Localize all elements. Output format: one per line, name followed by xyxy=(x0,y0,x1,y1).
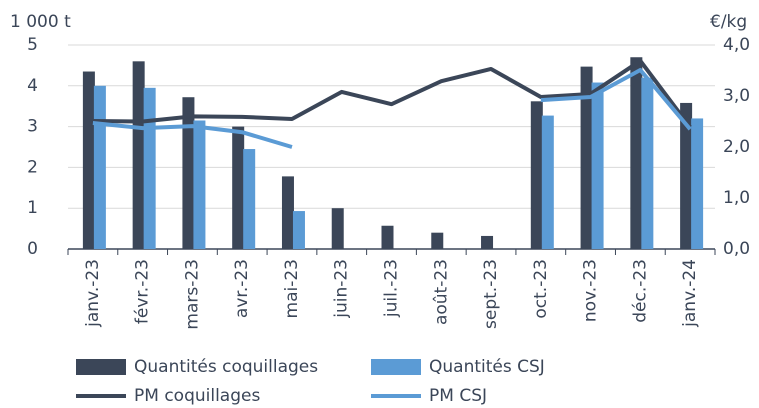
bar xyxy=(541,115,554,249)
y-axis-label: 1 000 t xyxy=(10,12,71,32)
x-tick-label: mars-23 xyxy=(182,259,202,330)
bar xyxy=(182,97,195,249)
bar xyxy=(630,57,643,249)
bar xyxy=(481,235,494,249)
bar xyxy=(93,85,106,249)
bar xyxy=(281,176,294,249)
bar xyxy=(132,61,145,249)
y2-tick-label: 0,0 xyxy=(723,239,750,259)
x-tick-label: août-23 xyxy=(431,259,451,325)
bar xyxy=(431,232,444,249)
legend-swatch xyxy=(76,359,126,375)
x-tick-label: juin-23 xyxy=(332,259,352,319)
bar xyxy=(641,77,654,249)
legend-label: Quantités CSJ xyxy=(429,357,545,377)
y-tick-label: 5 xyxy=(27,35,38,55)
bar xyxy=(243,149,256,249)
y-tick-label: 0 xyxy=(27,239,38,259)
x-tick-label: févr.-23 xyxy=(133,259,153,324)
bar xyxy=(331,208,344,249)
line xyxy=(92,67,692,149)
y-tick-label: 4 xyxy=(27,76,38,96)
bar xyxy=(381,225,394,249)
bar xyxy=(691,118,704,249)
bar xyxy=(143,87,156,249)
legend-label: Quantités coquillages xyxy=(134,357,318,377)
line xyxy=(92,58,692,129)
y2-axis-label: €/kg xyxy=(710,12,747,32)
x-tick-label: nov.-23 xyxy=(581,259,601,322)
y2-tick-label: 2,0 xyxy=(723,137,750,157)
x-tick-label: mai-23 xyxy=(282,259,302,318)
x-tick-label: janv.-23 xyxy=(83,259,103,328)
bar xyxy=(82,71,95,250)
y-tick-label: 1 xyxy=(27,198,38,218)
bar xyxy=(580,66,593,250)
y2-tick-label: 1,0 xyxy=(723,188,750,208)
bar xyxy=(232,126,245,249)
y2-tick-label: 3,0 xyxy=(723,86,750,106)
y-tick-label: 2 xyxy=(27,157,38,177)
x-tick-label: sept.-23 xyxy=(481,259,501,329)
x-tick-label: juil.-23 xyxy=(382,259,402,318)
legend-swatch xyxy=(371,359,421,375)
x-tick-label: déc.-23 xyxy=(630,259,650,323)
bar xyxy=(530,101,543,249)
bar xyxy=(292,211,305,249)
x-tick-label: oct.-23 xyxy=(531,259,551,319)
bar xyxy=(680,102,693,249)
bar xyxy=(591,82,604,249)
bar xyxy=(193,120,206,249)
x-tick-label: avr.-23 xyxy=(232,259,252,318)
y-tick-label: 3 xyxy=(27,117,38,137)
y2-tick-label: 4,0 xyxy=(723,35,750,55)
x-tick-label: janv.-24 xyxy=(680,259,700,328)
legend-label: PM coquillages xyxy=(134,386,260,406)
legend-label: PM CSJ xyxy=(429,386,487,406)
